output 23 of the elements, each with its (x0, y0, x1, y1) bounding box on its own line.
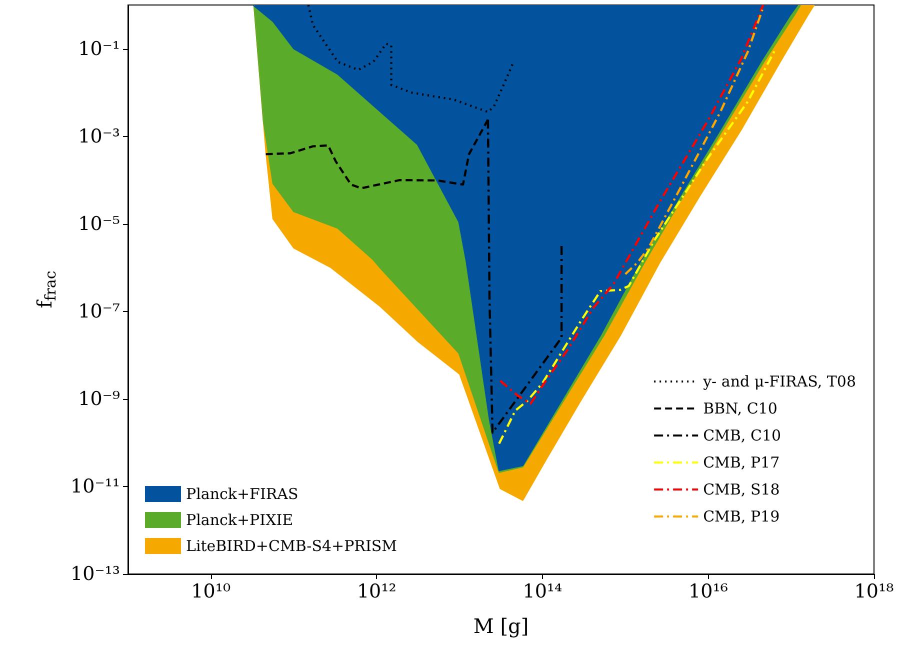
x-tick-label: 10¹⁶ (688, 580, 728, 602)
y-tick-label: 10⁻⁷ (78, 300, 120, 322)
legend-label: LiteBIRD+CMB-S4+PRISM (186, 537, 398, 555)
legend-label: CMB, P19 (703, 508, 780, 526)
y-tick-label: 10⁻³ (78, 125, 120, 148)
y-tick-label: 10⁻¹³ (70, 563, 120, 585)
legend-label: CMB, S18 (703, 480, 780, 498)
x-tick-label: 10¹⁴ (522, 580, 563, 602)
y-tick-label: 10⁻⁵ (78, 212, 120, 235)
y-axis-title: ffrac (32, 270, 60, 308)
legend-label: BBN, C10 (703, 400, 778, 418)
legend-label: y- and μ-FIRAS, T08 (702, 372, 856, 390)
legend-label: Planck+FIRAS (186, 485, 298, 503)
y-tick-label: 10⁻¹¹ (70, 475, 120, 498)
x-tick-label: 10¹² (356, 580, 396, 602)
legend-label: CMB, P17 (703, 454, 780, 472)
legend-label: Planck+PIXIE (186, 511, 294, 529)
x-tick-label: 10¹⁰ (191, 580, 231, 602)
x-axis-title: M [g] (473, 614, 529, 638)
y-tick-label: 10⁻⁹ (78, 388, 120, 410)
y-tick-label: 10⁻¹ (78, 38, 120, 60)
x-tick-label: 10¹⁸ (854, 580, 894, 602)
legend-label: CMB, C10 (703, 426, 782, 444)
